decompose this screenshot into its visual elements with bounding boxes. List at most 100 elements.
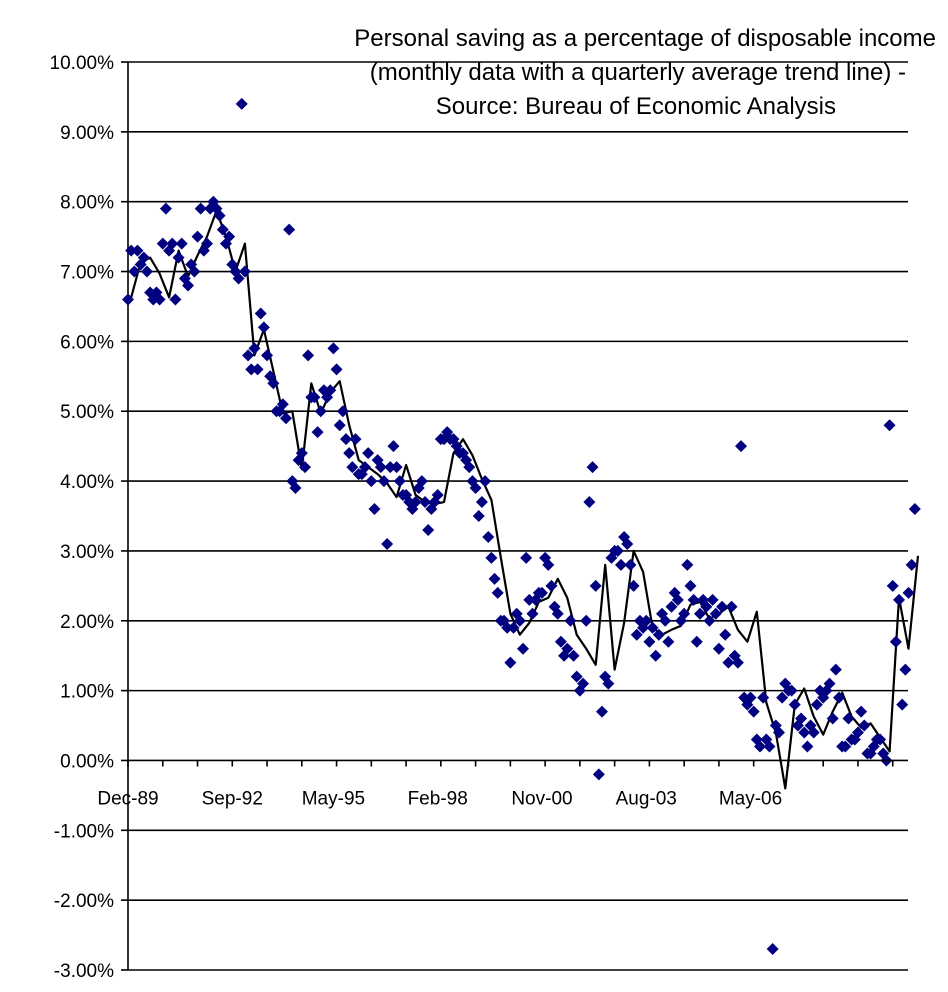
data-point — [545, 579, 558, 592]
data-point — [554, 635, 567, 648]
x-tick-label: Feb-98 — [408, 788, 468, 809]
data-point — [611, 544, 624, 557]
x-tick-label: Dec-89 — [97, 788, 158, 809]
data-point — [551, 607, 564, 620]
data-point — [324, 384, 337, 397]
data-point — [419, 496, 432, 509]
y-tick-label: 6.00% — [60, 332, 114, 353]
data-point — [842, 712, 855, 725]
data-point — [893, 593, 906, 606]
data-point — [681, 558, 694, 571]
data-point — [763, 740, 776, 753]
data-point — [712, 642, 725, 655]
x-tick-label: May-06 — [719, 788, 782, 809]
x-tick-label: May-95 — [302, 788, 365, 809]
data-point — [757, 691, 770, 704]
data-point — [823, 677, 836, 690]
data-point — [589, 579, 602, 592]
data-point — [662, 635, 675, 648]
data-point — [377, 475, 390, 488]
data-point — [788, 698, 801, 711]
y-tick-label: 4.00% — [60, 472, 114, 493]
data-point — [725, 600, 738, 613]
data-point — [567, 649, 580, 662]
data-point — [684, 579, 697, 592]
data-point — [839, 740, 852, 753]
data-point — [387, 440, 400, 453]
data-point — [905, 558, 918, 571]
data-point — [140, 265, 153, 278]
data-point — [577, 677, 590, 690]
data-point — [125, 244, 138, 257]
x-tick-label: Sep-92 — [202, 788, 263, 809]
data-point — [614, 558, 627, 571]
y-tick-label: 3.00% — [60, 542, 114, 563]
data-point — [501, 621, 514, 634]
data-point — [706, 593, 719, 606]
data-point — [542, 558, 555, 571]
data-point — [201, 237, 213, 250]
data-point — [640, 614, 653, 627]
data-point — [137, 251, 150, 264]
data-point — [384, 461, 397, 474]
data-point — [223, 230, 236, 243]
data-point — [716, 600, 729, 613]
data-point — [261, 349, 274, 362]
data-point — [245, 363, 258, 376]
chart-title: Personal saving as a percentage of dispo… — [354, 25, 936, 120]
data-point — [507, 621, 520, 634]
data-point — [526, 607, 539, 620]
data-point — [690, 635, 703, 648]
y-tick-label: -3.00% — [54, 961, 114, 982]
data-point — [621, 537, 634, 550]
data-point — [166, 237, 179, 250]
data-point — [700, 600, 713, 613]
y-tick-label: 2.00% — [60, 612, 114, 633]
data-point — [535, 586, 548, 599]
data-point — [469, 482, 482, 495]
data-point — [235, 97, 248, 110]
data-point — [810, 698, 823, 711]
data-point — [289, 482, 302, 495]
data-point — [643, 635, 656, 648]
data-point — [475, 496, 488, 509]
data-point — [580, 614, 593, 627]
data-point — [248, 342, 261, 355]
y-tick-label: 5.00% — [60, 402, 114, 423]
y-tick-label: -1.00% — [54, 821, 114, 842]
data-point — [747, 705, 760, 718]
data-point — [122, 293, 134, 306]
data-point — [709, 607, 722, 620]
data-point — [349, 433, 362, 446]
data-point — [314, 405, 327, 418]
data-point — [182, 279, 195, 292]
data-point — [251, 363, 264, 376]
data-point — [479, 475, 492, 488]
data-point — [517, 642, 529, 655]
data-point — [327, 342, 340, 355]
data-point — [801, 740, 814, 753]
data-point — [586, 461, 599, 474]
x-tick-label: Aug-03 — [616, 788, 677, 809]
data-point — [902, 586, 915, 599]
data-point — [703, 614, 716, 627]
data-point — [267, 377, 280, 390]
data-point — [491, 586, 504, 599]
data-point — [169, 293, 182, 306]
data-point — [722, 656, 735, 669]
data-point — [807, 726, 820, 739]
data-point — [216, 223, 229, 236]
data-point — [731, 656, 744, 669]
data-point — [678, 607, 691, 620]
y-tick-label: 0.00% — [60, 751, 114, 772]
data-point — [798, 726, 811, 739]
data-point — [649, 649, 662, 662]
data-point — [766, 943, 779, 956]
data-point — [754, 740, 766, 753]
data-point — [415, 475, 428, 488]
data-point — [422, 523, 435, 536]
y-tick-label: 8.00% — [60, 193, 114, 214]
data-point — [283, 223, 296, 236]
data-point — [855, 705, 868, 718]
data-point — [194, 202, 207, 215]
